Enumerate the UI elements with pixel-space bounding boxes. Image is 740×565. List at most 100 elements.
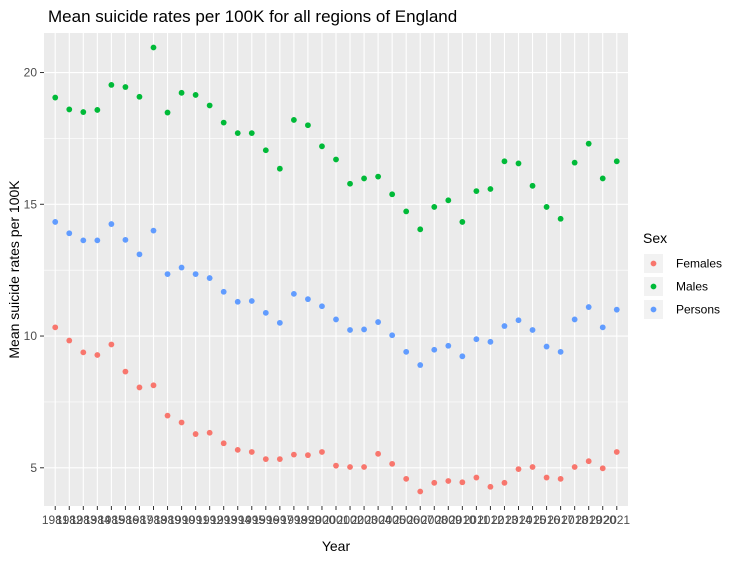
point-persons [529, 327, 536, 333]
point-males [276, 165, 283, 172]
point-males [529, 182, 536, 189]
x-tick-label: 2000 [309, 513, 336, 527]
point-females [599, 465, 606, 472]
point-females [164, 412, 171, 419]
point-males [347, 180, 353, 187]
point-persons [501, 323, 508, 329]
point-males [389, 191, 396, 198]
y-tick-label: 10 [24, 329, 38, 343]
legend: Sex Females Males Persons [643, 230, 722, 319]
x-tick-label: 1996 [252, 513, 279, 527]
point-persons [347, 327, 353, 333]
x-tick-label: 1983 [70, 513, 97, 527]
x-tick-label: 1982 [56, 513, 83, 527]
point-persons [206, 275, 213, 281]
x-tick-label: 1988 [140, 513, 167, 527]
point-females [431, 479, 438, 486]
point-females [108, 341, 115, 348]
point-persons [108, 221, 115, 227]
point-persons [262, 309, 269, 316]
x-tick-label: 1999 [295, 513, 322, 527]
point-persons [52, 219, 59, 225]
legend-label-persons: Persons [676, 303, 720, 317]
point-persons [248, 298, 255, 304]
x-tick-label: 2011 [463, 513, 489, 527]
point-males [571, 159, 578, 166]
point-males [94, 107, 101, 113]
point-males [417, 226, 424, 233]
x-tick-label: 1989 [154, 513, 181, 527]
x-tick-label: 1987 [126, 513, 153, 527]
point-females [585, 458, 592, 465]
x-tick-label: 1990 [168, 513, 195, 527]
point-persons [305, 296, 311, 303]
point-females [333, 462, 339, 469]
point-males [515, 160, 522, 167]
point-males [164, 109, 171, 116]
point-males [375, 173, 382, 180]
x-tick-label: 2015 [519, 513, 546, 527]
point-persons [417, 362, 424, 368]
point-males [206, 102, 213, 109]
point-persons [473, 336, 480, 343]
point-males [599, 175, 606, 182]
point-males [192, 92, 199, 98]
point-persons [80, 237, 87, 244]
point-persons [192, 271, 199, 278]
point-females [52, 324, 59, 331]
point-persons [571, 316, 578, 323]
point-males [290, 117, 297, 123]
point-males [122, 84, 129, 90]
point-males [333, 156, 339, 163]
point-persons [543, 343, 550, 350]
point-males [108, 82, 115, 88]
point-males [80, 109, 87, 115]
point-persons [389, 332, 396, 339]
point-persons [403, 348, 410, 355]
point-females [66, 337, 73, 344]
y-tick-label: 15 [24, 197, 38, 211]
point-persons [613, 306, 620, 313]
point-persons [122, 236, 129, 243]
x-tick-label: 1998 [281, 513, 308, 527]
y-tick-label: 5 [30, 461, 37, 475]
x-tick-label: 2006 [393, 513, 420, 527]
x-tick-label: 2020 [589, 513, 616, 527]
point-males [543, 204, 550, 210]
point-females [206, 429, 213, 436]
point-persons [66, 230, 73, 237]
point-persons [431, 346, 438, 353]
x-tick-label: 2005 [379, 513, 406, 527]
point-persons [220, 288, 227, 295]
data-points [52, 44, 620, 495]
point-persons [333, 316, 339, 323]
x-tick-label: 2004 [365, 513, 392, 527]
x-tick-label: 2019 [575, 513, 602, 527]
point-persons [150, 227, 157, 234]
point-females [459, 479, 466, 486]
legend-label-males: Males [676, 280, 708, 294]
x-tick-label: 2010 [449, 513, 476, 527]
point-females [122, 368, 129, 375]
point-persons [164, 271, 171, 278]
x-tick-label: 2017 [547, 513, 574, 527]
x-tick-label: 2012 [477, 513, 504, 527]
point-females [220, 440, 227, 447]
point-persons [459, 353, 466, 360]
point-persons [178, 264, 185, 271]
point-females [445, 478, 452, 484]
point-persons [445, 342, 452, 349]
point-persons [361, 326, 367, 333]
x-axis: 1981198219831984198519861987198819891990… [42, 506, 630, 527]
y-tick-label: 20 [24, 66, 38, 80]
point-males [262, 147, 269, 154]
point-females [375, 450, 382, 457]
point-males [136, 93, 143, 100]
point-persons [487, 338, 494, 345]
point-females [543, 474, 550, 481]
point-males [613, 158, 620, 165]
point-males [52, 94, 59, 101]
legend-key-persons [650, 306, 657, 313]
